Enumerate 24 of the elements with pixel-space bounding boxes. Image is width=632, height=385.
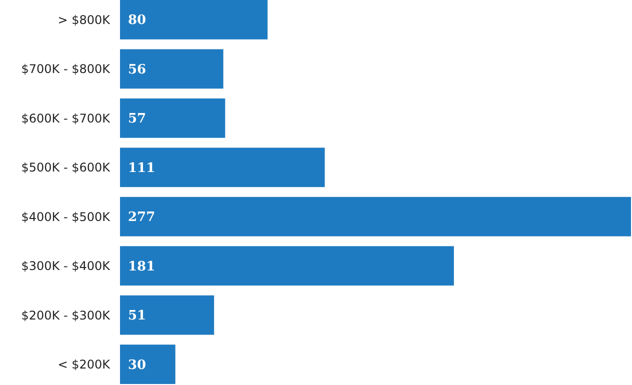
data-label: 51 [128, 308, 146, 324]
y-tick-label: $300K - $400K [21, 259, 112, 274]
y-tick-label: $600K - $700K [21, 111, 112, 126]
data-label: 111 [128, 160, 156, 176]
bar [120, 295, 214, 335]
y-tick-label: $700K - $800K [21, 62, 112, 76]
y-tick-label: > $800K [58, 12, 112, 27]
data-label: 30 [128, 358, 146, 373]
data-label: 181 [128, 259, 156, 274]
data-label: 56 [128, 62, 146, 78]
data-label: 80 [128, 13, 146, 28]
y-tick-label: < $200K [58, 358, 112, 372]
bar [120, 148, 325, 188]
y-tick-label: $500K - $600K [21, 160, 112, 175]
data-label: 277 [128, 210, 156, 226]
y-tick-label: $400K - $500K [21, 210, 112, 224]
bar [120, 0, 268, 40]
bar [120, 98, 226, 138]
bar [120, 49, 224, 89]
y-tick-label: $200K - $300K [21, 308, 112, 322]
bar [120, 246, 454, 286]
data-label: 57 [128, 112, 146, 127]
bar [120, 196, 631, 236]
bar [120, 344, 176, 384]
